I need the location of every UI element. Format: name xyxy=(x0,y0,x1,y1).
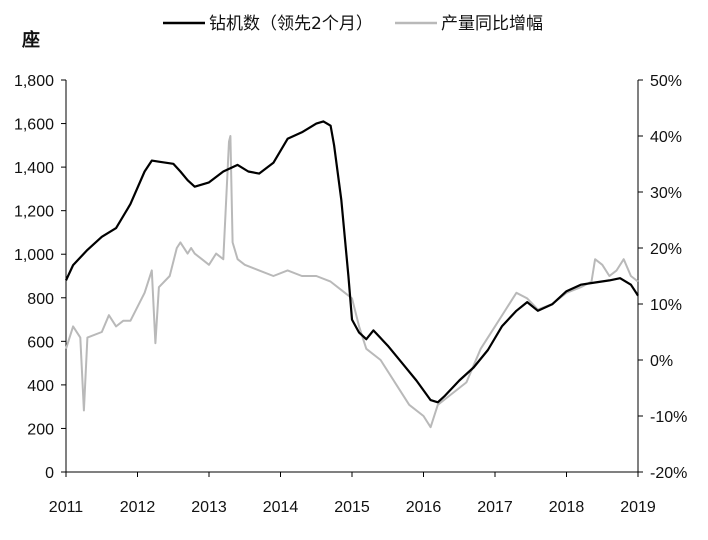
right-tick-label: 10% xyxy=(650,297,682,314)
x-tick-label: 2018 xyxy=(549,499,585,516)
left-tick-label: 0 xyxy=(45,465,54,482)
x-axis-ticks: 2011 2012 2013 2014 2015 2016 2017 2018 2019 xyxy=(49,472,656,516)
right-axis-ticks: -20% -10% 0% 10% 20% 30% 40% 50% xyxy=(638,73,687,482)
legend-label-rig-count: 钻机数（领先2个月） xyxy=(209,14,373,34)
left-axis-ticks: 0 200 400 600 800 1,000 1,200 1,400 1,600 1,800 xyxy=(14,73,66,482)
left-tick-label: 200 xyxy=(27,421,54,438)
x-tick-label: 2012 xyxy=(120,499,156,516)
right-tick-label: 0% xyxy=(650,353,673,370)
left-tick-label: 800 xyxy=(27,291,54,308)
right-tick-label: 40% xyxy=(650,129,682,146)
x-tick-label: 2014 xyxy=(263,499,299,516)
x-tick-label: 2019 xyxy=(620,499,656,516)
left-tick-label: 1,200 xyxy=(14,204,54,221)
right-tick-label: -10% xyxy=(650,409,687,426)
left-tick-label: 600 xyxy=(27,334,54,351)
right-tick-label: -20% xyxy=(650,465,687,482)
right-tick-label: 50% xyxy=(650,73,682,90)
series-line-rig-count xyxy=(65,120,639,404)
series-layer xyxy=(65,120,639,429)
series-line-output-yoy xyxy=(65,135,639,429)
x-tick-label: 2017 xyxy=(477,499,513,516)
left-tick-label: 400 xyxy=(27,378,54,395)
left-axis-unit: 座 xyxy=(22,29,40,51)
legend-label-output-yoy: 产量同比增幅 xyxy=(441,14,543,34)
left-tick-label: 1,000 xyxy=(14,247,54,264)
left-tick-label: 1,400 xyxy=(14,160,54,177)
x-tick-label: 2013 xyxy=(191,499,227,516)
left-tick-label: 1,600 xyxy=(14,117,54,134)
x-tick-label: 2011 xyxy=(49,499,84,516)
legend: 钻机数（领先2个月） 产量同比增幅 xyxy=(163,14,543,34)
right-tick-label: 30% xyxy=(650,185,682,202)
x-tick-label: 2016 xyxy=(406,499,442,516)
left-tick-label: 1,800 xyxy=(14,73,54,90)
x-tick-label: 2015 xyxy=(334,499,370,516)
right-tick-label: 20% xyxy=(650,241,682,258)
